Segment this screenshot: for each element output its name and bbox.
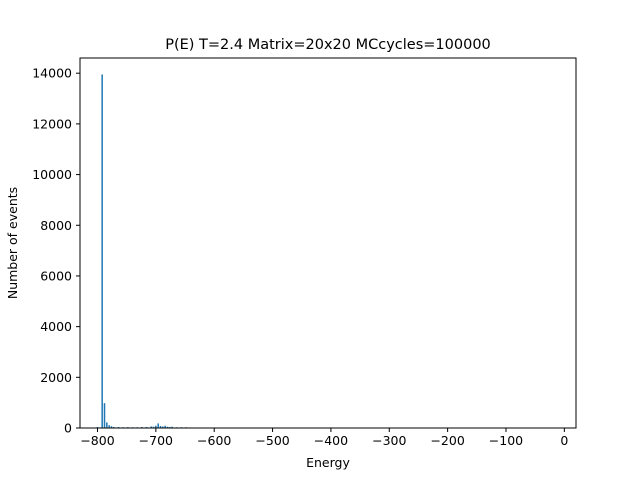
chart-title: P(E) T=2.4 Matrix=20x20 MCcycles=100000 [165, 37, 491, 53]
histogram-bar [169, 426, 171, 428]
histogram-bar [113, 426, 115, 428]
y-tick-label: 0 [64, 421, 72, 436]
y-tick-label: 6000 [40, 268, 72, 283]
y-tick-label: 14000 [32, 66, 72, 81]
y-tick-label: 10000 [32, 167, 72, 182]
histogram-bar [155, 425, 157, 428]
x-tick-label: −100 [489, 433, 523, 448]
histogram-bar [108, 425, 110, 428]
y-axis: 0 2000 4000 6000 8000 10000 12000 14000 [32, 66, 80, 436]
histogram-bar [162, 426, 164, 428]
x-tick-label: −500 [255, 433, 289, 448]
x-tick-label: 0 [560, 433, 568, 448]
x-tick-label: −700 [139, 433, 173, 448]
histogram-bar [106, 422, 108, 428]
x-axis-label: Energy [306, 455, 350, 470]
y-tick-label: 4000 [40, 319, 72, 334]
y-axis-label: Number of events [5, 187, 20, 299]
histogram-bar [101, 74, 103, 428]
histogram-bar [103, 403, 106, 428]
histogram-bar [117, 426, 120, 428]
y-tick-label: 2000 [40, 370, 72, 385]
histogram-bar [150, 426, 152, 428]
histogram-bar [166, 426, 169, 428]
x-tick-label: −600 [197, 433, 231, 448]
y-tick-label: 12000 [32, 116, 72, 131]
histogram-bar [96, 426, 99, 428]
y-tick-label: 8000 [40, 218, 72, 233]
histogram-bar [110, 426, 113, 428]
histogram-bar [157, 423, 159, 428]
x-tick-label: −300 [372, 433, 406, 448]
x-tick-label: −400 [314, 433, 348, 448]
histogram-bar [145, 426, 148, 428]
histogram-bar [152, 426, 155, 428]
histogram-bar [164, 425, 166, 428]
plot-area-frame [79, 57, 577, 429]
histogram-bar [141, 426, 143, 428]
histogram-bar [171, 426, 173, 428]
x-tick-label: −200 [430, 433, 464, 448]
x-axis: −800 −700 −600 −500 −400 −300 −200 −100 0 [80, 428, 568, 448]
histogram-bar [159, 425, 162, 428]
x-tick-label: −800 [80, 433, 114, 448]
